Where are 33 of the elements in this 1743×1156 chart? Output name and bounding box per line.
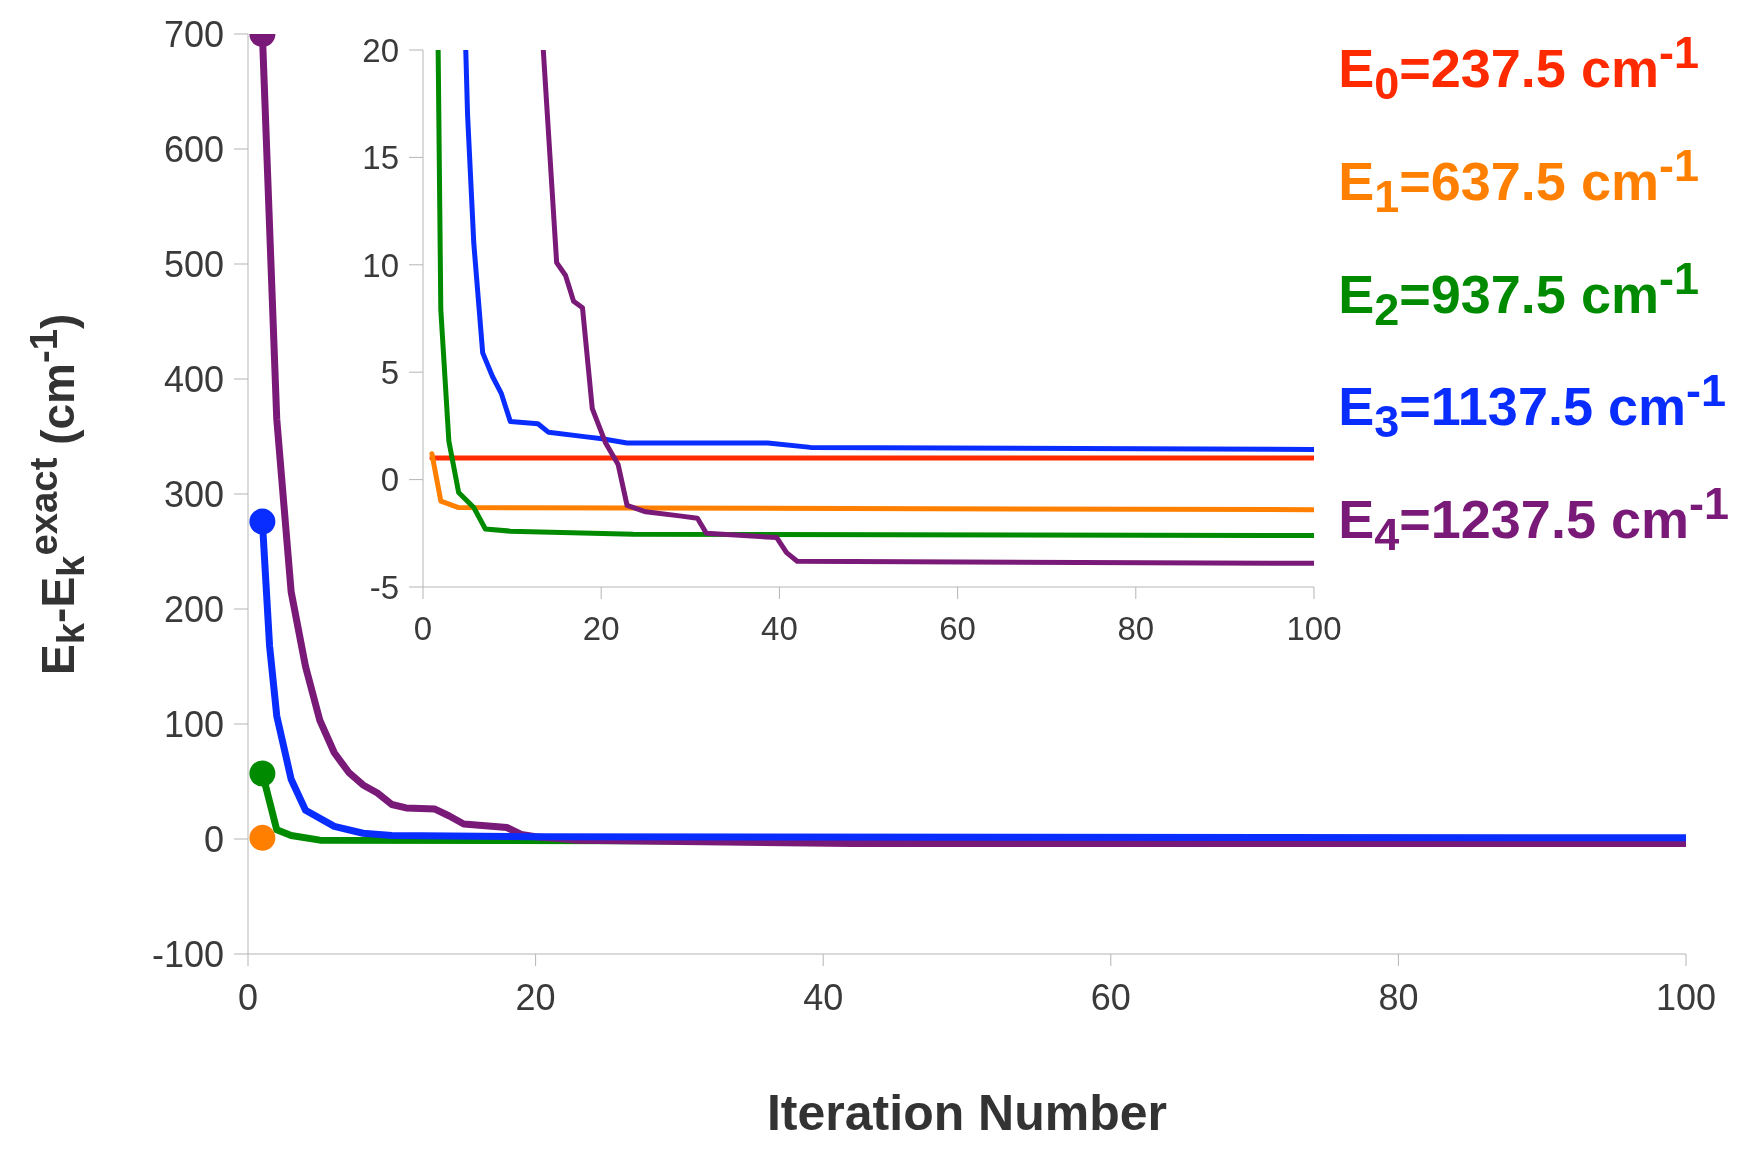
- x-tick-label: 40: [803, 976, 844, 1018]
- y-tick-label: 700: [163, 13, 224, 55]
- y-tick-label: 200: [163, 588, 224, 630]
- y-tick-label: 10: [362, 246, 399, 284]
- x-tick-label: 20: [582, 610, 620, 648]
- y-tick-label: 100: [163, 703, 224, 745]
- y-tick-label: 600: [163, 128, 224, 170]
- y-tick-label: -5: [369, 568, 399, 606]
- series-label: E$_{3}$=1137.5 cm$^{-1}$: [1338, 364, 1728, 450]
- y-tick-label: 0: [203, 818, 224, 860]
- x-tick-label: 60: [939, 610, 976, 648]
- text: E$_{0}$=237.5 cm$^{-1}$: [1338, 26, 1700, 111]
- y-tick-label: -100: [151, 933, 224, 975]
- series-label: E$_{4}$=1237.5 cm$^{-1}$: [1338, 477, 1729, 562]
- y-tick-label: 400: [163, 358, 224, 400]
- y-tick-label: 15: [362, 139, 399, 177]
- x-tick-label: 0: [237, 976, 259, 1018]
- x-axis-title: Iteration Number: [765, 1084, 1169, 1142]
- x-tick-label: 100: [1655, 976, 1717, 1018]
- x-tick-label: 20: [515, 976, 556, 1018]
- y-tick-label: 0: [380, 461, 399, 499]
- x-tick-label: 80: [1378, 976, 1419, 1018]
- y-tick-label: 5: [380, 353, 399, 391]
- y-tick-label: 300: [163, 473, 224, 515]
- x-tick-label: 100: [1286, 610, 1342, 648]
- y-tick-label: 20: [362, 31, 399, 69]
- y-tick-label: 500: [163, 243, 224, 285]
- x-tick-label: 0: [413, 610, 433, 648]
- text: E$_{2}$=937.5 cm$^{-1}$: [1338, 251, 1700, 337]
- x-tick-label: 80: [1117, 610, 1155, 648]
- x-tick-label: 40: [761, 610, 798, 648]
- text: E$_{1}$=637.5 cm$^{-1}$: [1338, 138, 1700, 224]
- x-tick-label: 60: [1090, 976, 1131, 1018]
